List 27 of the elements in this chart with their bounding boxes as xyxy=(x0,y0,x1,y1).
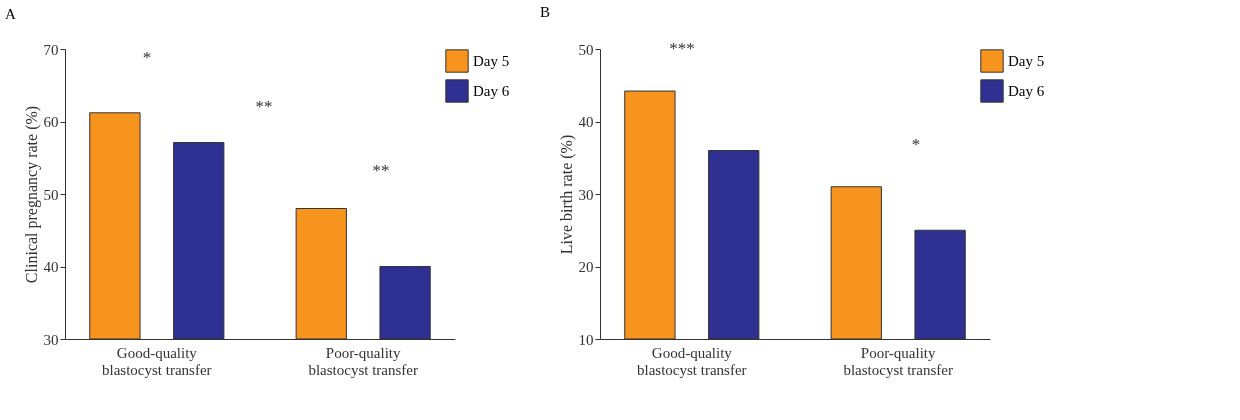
annotation: * xyxy=(142,47,152,67)
y-tick-label: 50 xyxy=(43,186,59,203)
legend-label: Day 6 xyxy=(1008,83,1045,99)
chart-title: A xyxy=(5,6,16,22)
annotation: ** xyxy=(255,97,273,116)
y-tick-label: 30 xyxy=(43,331,59,348)
x-tick-label: Poor-quality blastocyst transfer xyxy=(308,344,418,378)
y-tick-label: 60 xyxy=(43,114,59,130)
legend-label: Day 6 xyxy=(473,83,510,99)
x-tick-label: Good-quality blastocyst transfer xyxy=(102,344,212,378)
y-axis-title: Clinical pregnancy rate (%) xyxy=(22,105,41,284)
y-tick-label: 10 xyxy=(578,331,594,348)
y-tick-label: 40 xyxy=(43,259,59,275)
annotation: * xyxy=(911,134,921,154)
y-tick-label: 70 xyxy=(43,41,59,58)
legend-label: Day 5 xyxy=(1008,53,1045,69)
y-tick-label: 20 xyxy=(578,259,594,275)
x-tick-label: Good-quality blastocyst transfer xyxy=(637,344,747,378)
annotation: ** xyxy=(372,160,390,180)
y-tick-label: 30 xyxy=(578,186,594,203)
x-tick-label: Poor-quality blastocyst transfer xyxy=(843,344,953,378)
legend-label: Day 5 xyxy=(473,53,510,69)
y-axis-title: Live birth rate (%) xyxy=(557,134,576,255)
y-tick-label: 50 xyxy=(578,41,594,58)
chart-title: B xyxy=(540,4,551,20)
annotation: *** xyxy=(669,39,695,58)
y-tick-label: 40 xyxy=(578,114,594,130)
